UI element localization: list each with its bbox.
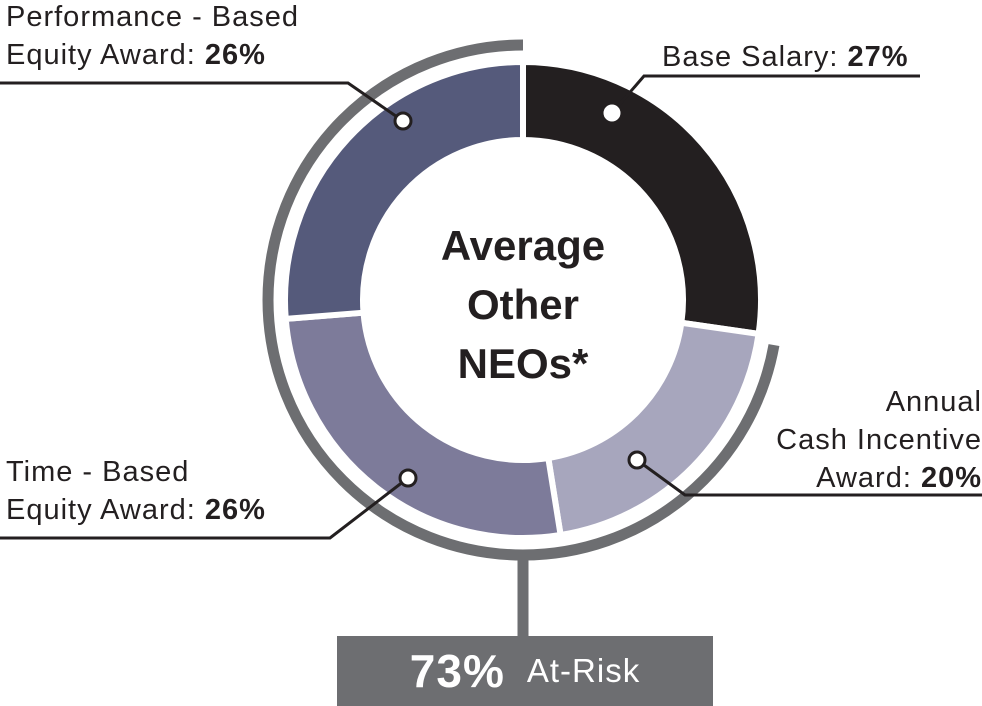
at-risk-box: 73% At-Risk <box>337 636 713 706</box>
leader-base-salary <box>610 74 920 114</box>
leader-time-based-equity <box>0 476 409 540</box>
chart-center-title: Average Other NEOs* <box>380 216 666 393</box>
marker-performance-based-equity <box>393 111 413 131</box>
at-risk-label: At-Risk <box>526 652 641 689</box>
leader-annual-cash-incentive <box>636 458 982 497</box>
center-line-3: NEOs* <box>457 340 589 387</box>
at-risk-percent: 73% <box>409 645 505 697</box>
at-risk-bracket-arc <box>262 39 524 561</box>
center-line-2: Other <box>466 281 579 328</box>
marker-annual-cash-incentive <box>627 450 647 470</box>
center-line-1: Average <box>440 222 606 269</box>
label-performance-based-equity: Performance - Based Equity Award: 26% <box>6 0 299 74</box>
label-annual-line2: Cash Incentive <box>776 424 982 456</box>
label-annual-line1: Annual <box>885 386 982 418</box>
label-performance-line1: Performance - Based <box>6 1 300 33</box>
label-base-salary: Base Salary: 27% <box>662 38 909 76</box>
label-base-salary-text: Base Salary: <box>662 41 848 73</box>
slice-base-salary <box>520 58 764 338</box>
label-annual-value: 20% <box>920 462 982 494</box>
slice-time-based-equity <box>282 309 565 541</box>
leader-performance-based-equity <box>0 81 404 123</box>
marker-time-based-equity <box>398 468 418 488</box>
label-time-line1: Time - Based <box>6 456 190 488</box>
label-performance-line2: Equity Award: <box>6 39 205 71</box>
label-annual-cash-incentive: Annual Cash Incentive Award: 20% <box>776 383 982 497</box>
slice-performance-based-equity <box>282 58 526 323</box>
label-annual-line3: Award: <box>816 462 921 494</box>
label-base-salary-value: 27% <box>847 41 909 73</box>
marker-base-salary <box>603 104 621 122</box>
label-time-value: 26% <box>204 494 266 526</box>
label-performance-value: 26% <box>204 39 266 71</box>
label-time-line2: Equity Award: <box>6 494 205 526</box>
label-time-based-equity: Time - Based Equity Award: 26% <box>6 453 266 529</box>
